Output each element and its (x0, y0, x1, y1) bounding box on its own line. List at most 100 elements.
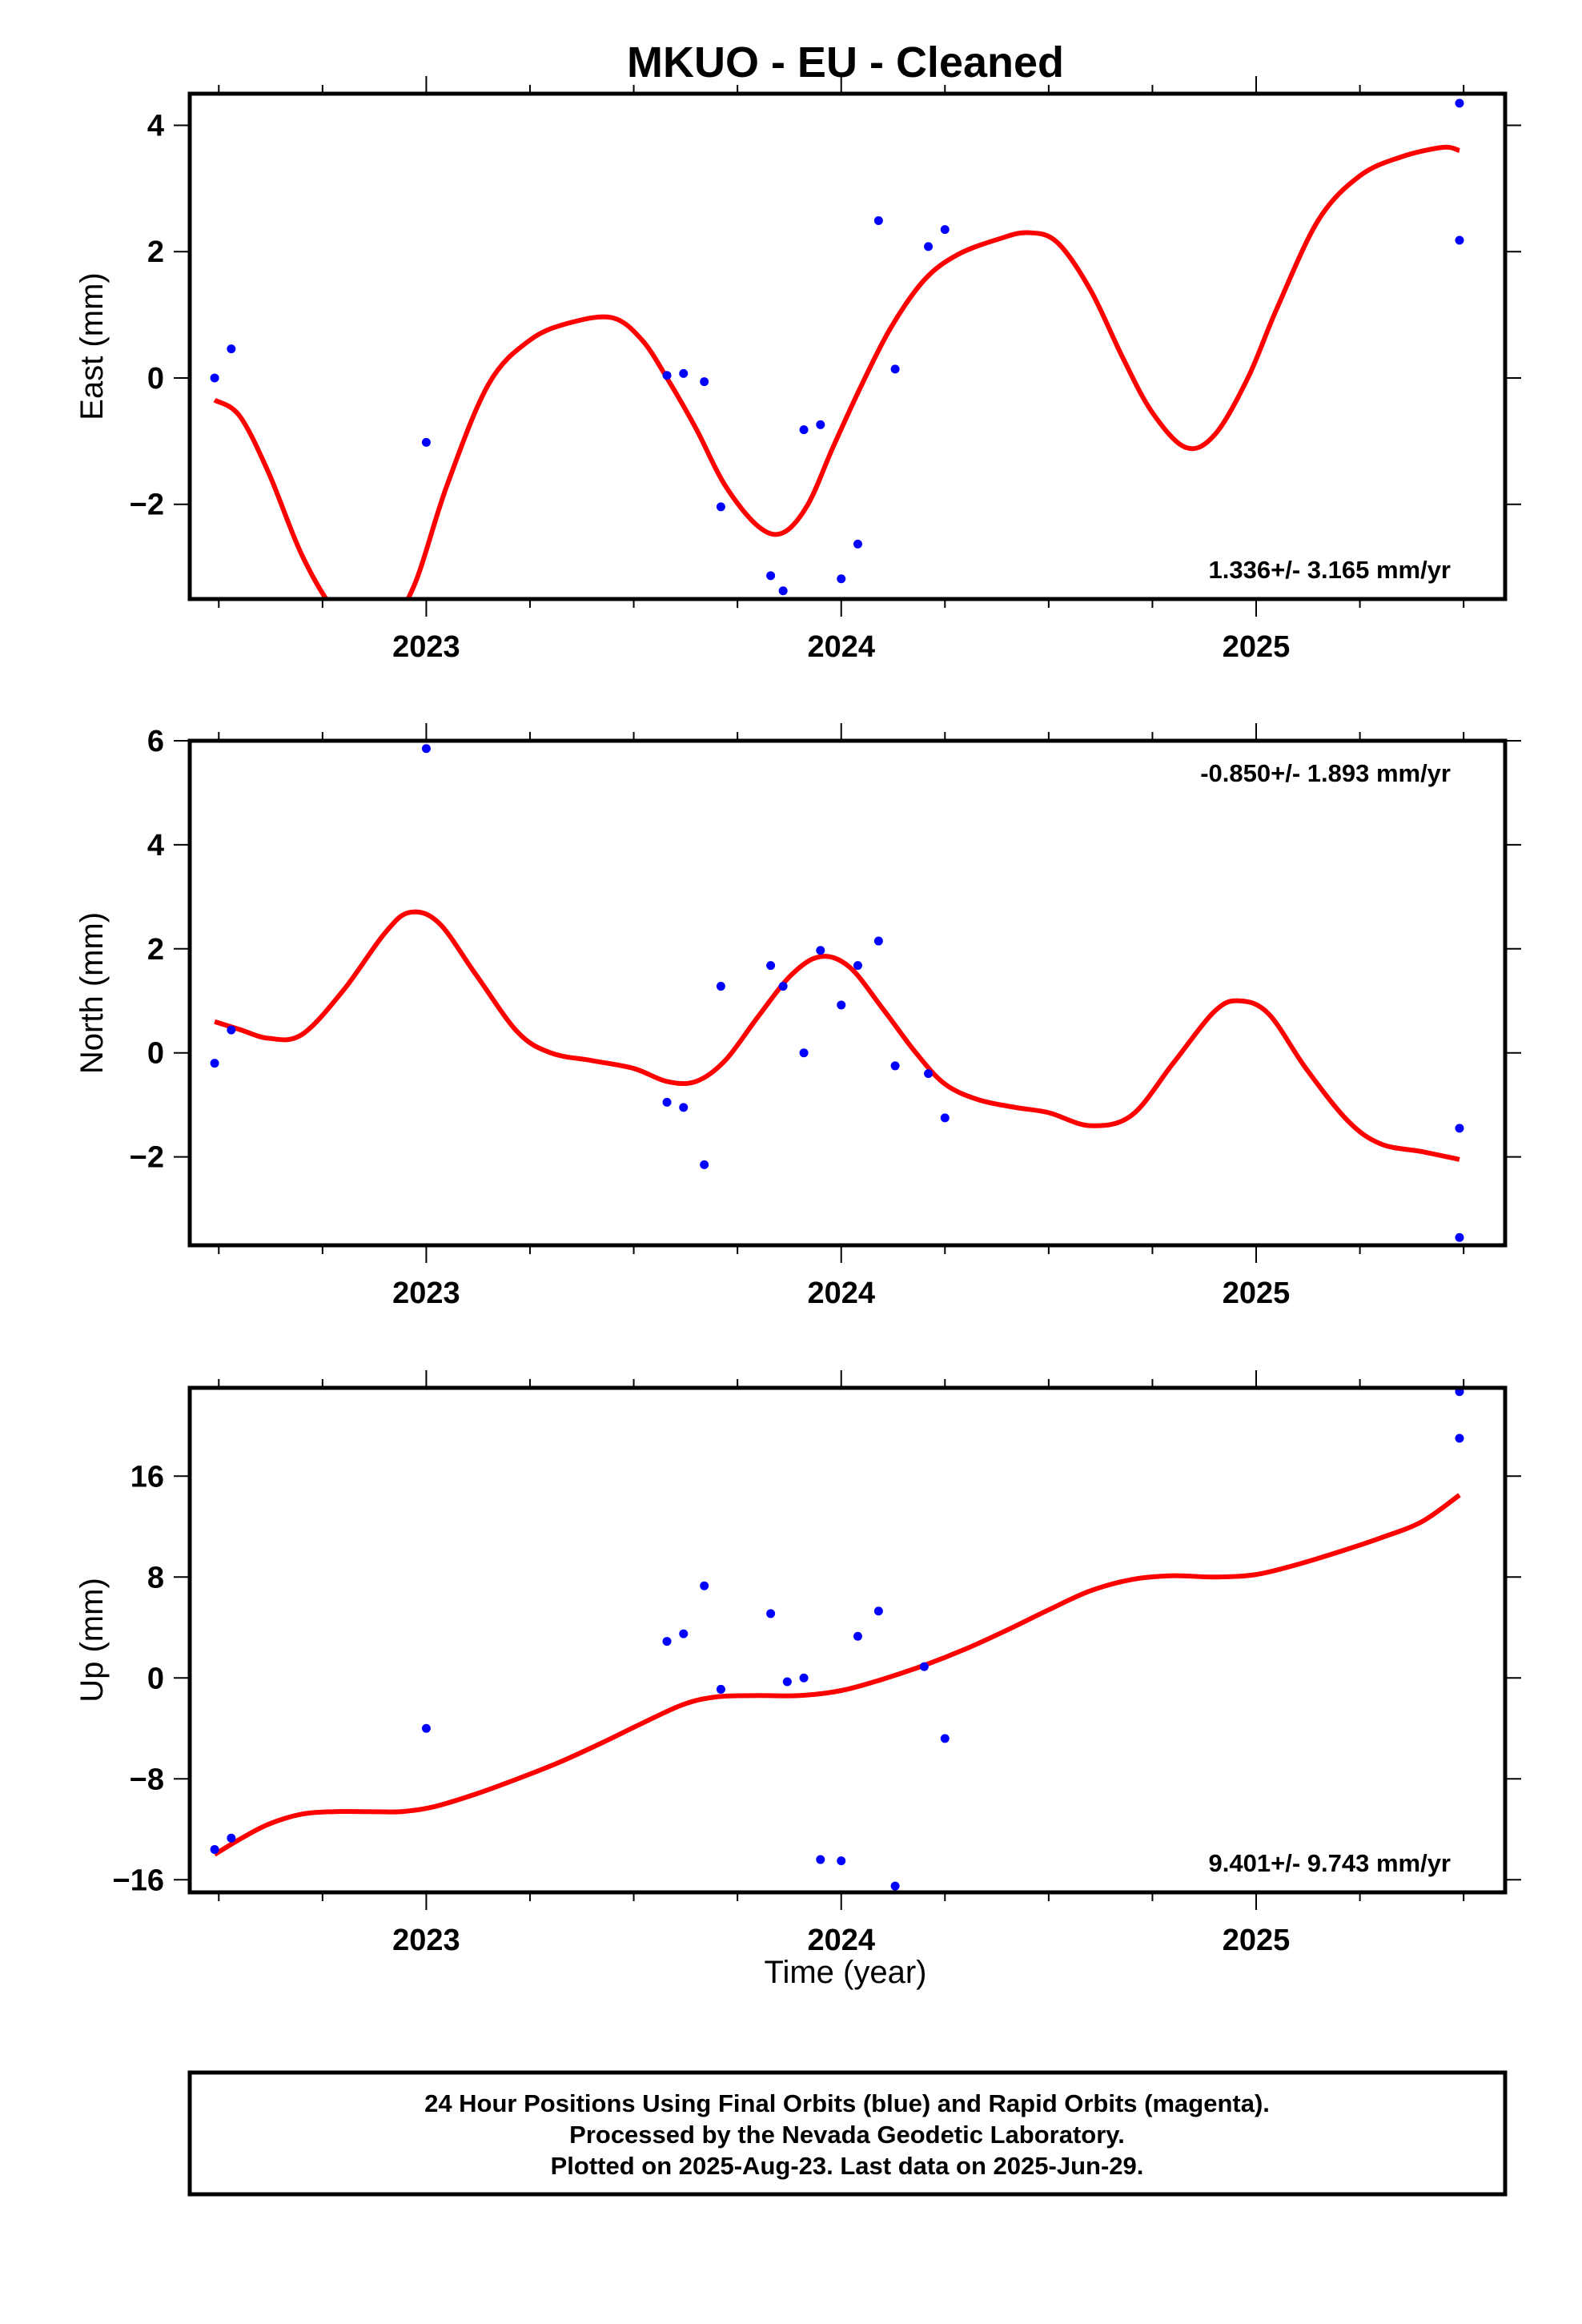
east-data-point (1455, 99, 1464, 108)
up-data-point (227, 1833, 236, 1843)
up-y-tick-label: −16 (113, 1864, 164, 1897)
east-y-tick-label: −2 (130, 489, 164, 522)
north-data-point (421, 744, 431, 754)
east-y-tick-label: 0 (147, 362, 164, 396)
up-x-tick-label: 2024 (807, 1924, 875, 1957)
east-y-tick-label: 4 (147, 109, 164, 143)
east-data-point (716, 502, 725, 512)
north-x-tick-label: 2024 (807, 1277, 875, 1310)
north-data-point (890, 1061, 900, 1071)
east-x-tick-label: 2023 (392, 630, 460, 664)
east-y-axis-label: East (mm) (74, 272, 110, 420)
north-data-point (1455, 1124, 1464, 1133)
north-y-tick-label: 6 (147, 725, 164, 758)
footer-line-2: Processed by the Nevada Geodetic Laborat… (569, 2121, 1125, 2149)
up-data-point (210, 1844, 219, 1854)
north-rate-label: -0.850+/- 1.893 mm/yr (1200, 759, 1451, 787)
north-y-tick-label: 4 (147, 829, 164, 862)
up-rate-label: 9.401+/- 9.743 mm/yr (1209, 1849, 1451, 1877)
north-data-point (716, 982, 725, 991)
north-data-point (799, 1048, 809, 1058)
north-data-point (816, 946, 825, 955)
up-data-point (816, 1855, 825, 1864)
up-fit-curve (213, 1493, 1461, 1857)
up-data-point (782, 1677, 792, 1687)
footer-frame (187, 2070, 1508, 2197)
north-plot-frame (187, 738, 1508, 1248)
north-x-tick-label: 2025 (1223, 1277, 1291, 1310)
up-panel: 2023 2024 2025 −16 −8 0 8 16 Up (mm) 9.401+/- 9.7… (74, 1370, 1521, 1957)
north-data-point (766, 961, 776, 971)
up-x-tick-label: 2023 (392, 1924, 460, 1957)
up-y-tick-label: −8 (130, 1763, 164, 1796)
east-data-point (1455, 235, 1464, 245)
up-data-point (766, 1609, 776, 1618)
east-fit-curve (213, 144, 1460, 599)
east-data-point (890, 364, 900, 374)
footer-line-1: 24 Hour Positions Using Final Orbits (bl… (424, 2089, 1270, 2117)
north-data-point (679, 1103, 689, 1112)
east-data-point (700, 377, 709, 387)
up-data-point (837, 1856, 846, 1866)
north-data-point (662, 1097, 672, 1107)
up-data-point (853, 1631, 862, 1641)
north-y-tick-label: 2 (147, 933, 164, 967)
east-x-tick-label: 2024 (807, 630, 875, 664)
east-data-point (778, 586, 788, 596)
east-y-tick-label: 2 (147, 235, 164, 269)
up-y-axis-label: Up (mm) (74, 1578, 110, 1703)
up-x-tick-label: 2025 (1223, 1924, 1291, 1957)
up-data-point (662, 1637, 672, 1647)
north-panel: 2023 2024 2025 −2 0 2 4 6 North (mm) -0.850+/- 1.… (74, 723, 1521, 1310)
north-data-point (227, 1025, 236, 1035)
east-data-point (873, 216, 883, 226)
north-data-point (700, 1160, 709, 1169)
up-data-point (799, 1673, 809, 1683)
east-data-point (227, 344, 236, 354)
figure-title: MKUO - EU - Cleaned (627, 38, 1064, 86)
north-y-axis-label: North (mm) (74, 912, 110, 1074)
up-data-point (890, 1881, 900, 1891)
east-rate-label: 1.336+/- 3.165 mm/yr (1209, 556, 1451, 584)
footer-box: 24 Hour Positions Using Final Orbits (bl… (187, 2070, 1508, 2197)
up-data-point (421, 1723, 431, 1733)
east-data-point (662, 371, 672, 380)
north-data-point (210, 1059, 219, 1068)
up-data-point (919, 1662, 929, 1671)
up-plot-frame (187, 1385, 1508, 1895)
panels: 2023 2024 2025 −2 0 2 4 East (mm) 1.336+/- 3.165… (74, 76, 1521, 1957)
x-axis-label: Time (year) (765, 1955, 927, 1990)
footer-line-3: Plotted on 2025-Aug-23. Last data on 202… (551, 2152, 1144, 2180)
north-data-point (837, 1000, 846, 1010)
up-data-point (1455, 1433, 1464, 1443)
north-fit-curve (214, 909, 1460, 1162)
east-data-point (816, 420, 825, 429)
east-data-point (837, 574, 846, 584)
north-data-point (873, 936, 883, 946)
east-plot-frame (187, 91, 1508, 601)
up-y-tick-label: 0 (147, 1662, 164, 1695)
north-data-point (1455, 1232, 1464, 1242)
east-data-point (853, 539, 862, 549)
east-data-point (940, 225, 950, 235)
east-x-tick-label: 2025 (1223, 630, 1291, 664)
north-data-point (778, 982, 788, 991)
east-data-point (799, 425, 809, 435)
up-data-point (940, 1734, 950, 1743)
up-data-point (716, 1684, 725, 1694)
north-data-point (853, 961, 862, 971)
up-data-point (700, 1581, 709, 1590)
north-y-tick-label: 0 (147, 1037, 164, 1071)
north-data-point (924, 1069, 934, 1079)
east-data-point (766, 571, 776, 581)
north-y-tick-label: −2 (130, 1141, 164, 1175)
east-data-point (210, 373, 219, 383)
north-x-tick-label: 2023 (392, 1277, 460, 1310)
east-data-point (924, 242, 934, 251)
north-data-point (940, 1113, 950, 1123)
up-y-tick-label: 8 (147, 1561, 164, 1594)
east-panel: 2023 2024 2025 −2 0 2 4 East (mm) 1.336+/- 3.165… (74, 76, 1521, 664)
up-y-tick-label: 16 (130, 1460, 164, 1494)
up-data-point (873, 1606, 883, 1616)
